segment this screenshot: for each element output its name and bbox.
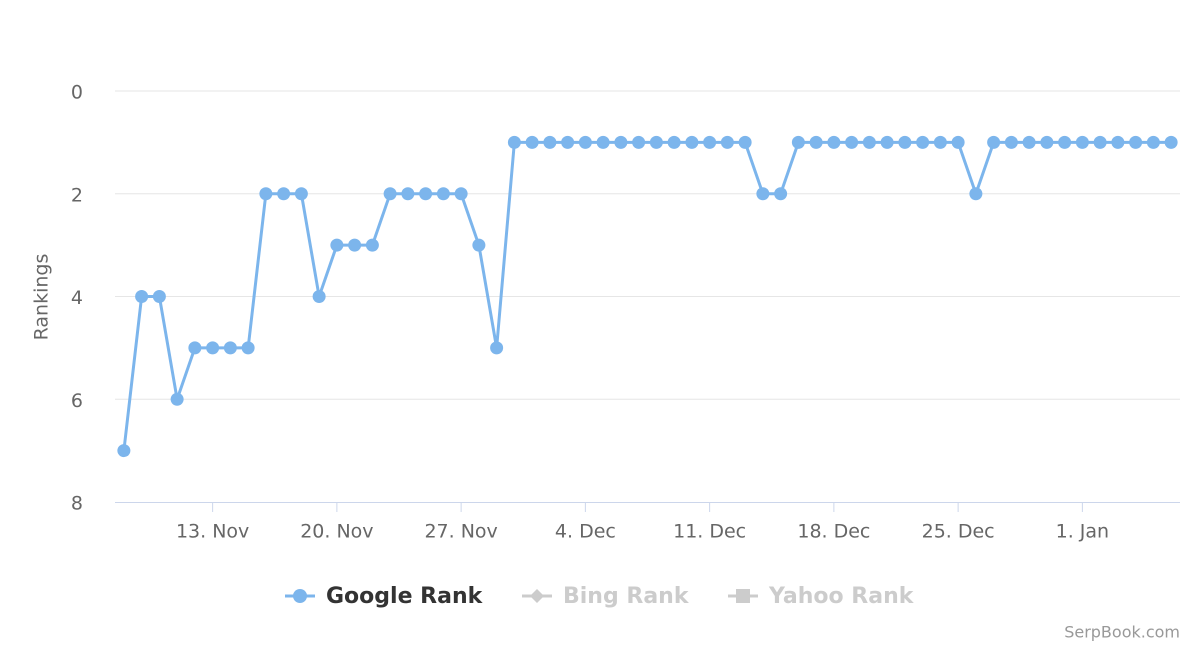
data-point [294, 187, 308, 201]
data-point [1075, 135, 1089, 149]
y-axis-title: Rankings [31, 254, 53, 341]
data-point [383, 187, 397, 201]
data-point [614, 135, 628, 149]
data-point [472, 238, 486, 252]
data-point [330, 238, 344, 252]
data-point [1093, 135, 1107, 149]
x-tick-label: 25. Dec [922, 521, 995, 543]
x-tick-label: 18. Dec [797, 521, 870, 543]
data-point [809, 135, 823, 149]
data-point [862, 135, 876, 149]
data-point [152, 290, 166, 303]
data-point [312, 290, 326, 303]
data-point [667, 135, 681, 149]
x-tick-label: 11. Dec [673, 521, 746, 543]
x-tick-label: 20. Nov [300, 521, 373, 543]
x-tick-label: 4. Dec [555, 521, 616, 543]
data-point [969, 187, 983, 201]
data-point [401, 187, 415, 201]
data-point [1164, 135, 1178, 149]
data-point [525, 135, 539, 149]
data-point [365, 238, 379, 252]
y-tick-label: 0 [71, 82, 83, 104]
x-tick-label: 1. Jan [1056, 521, 1109, 543]
data-point [596, 135, 610, 149]
data-point [774, 187, 788, 201]
data-point [1022, 135, 1036, 149]
y-tick-label: 4 [71, 287, 83, 309]
x-tick-label: 27. Nov [424, 521, 497, 543]
legend-symbol [530, 589, 544, 603]
data-point [490, 341, 504, 355]
legend-label: Google Rank [326, 584, 484, 609]
data-point [845, 135, 859, 149]
data-point [1129, 135, 1143, 149]
data-point [436, 187, 450, 201]
data-point [632, 135, 646, 149]
data-point [703, 135, 717, 149]
data-point [543, 135, 557, 149]
data-point [1040, 135, 1054, 149]
data-point [206, 341, 220, 355]
data-point [454, 187, 468, 201]
data-point [561, 135, 575, 149]
data-point [578, 135, 592, 149]
data-point [277, 187, 291, 201]
data-point [720, 135, 734, 149]
data-point [419, 187, 433, 201]
data-point [1004, 135, 1018, 149]
x-tick-label: 13. Nov [176, 521, 249, 543]
legend-label: Yahoo Rank [768, 584, 915, 609]
y-tick-label: 2 [71, 184, 83, 206]
data-point [933, 135, 947, 149]
data-point [223, 341, 237, 355]
legend-item[interactable]: Bing Rank [522, 584, 690, 609]
data-point [987, 135, 1001, 149]
data-point [898, 135, 912, 149]
data-point [880, 135, 894, 149]
credits: SerpBook.com [1064, 623, 1180, 642]
data-point [1111, 135, 1125, 149]
data-point [916, 135, 930, 149]
data-point [507, 135, 521, 149]
data-point [738, 135, 752, 149]
data-point [348, 238, 362, 252]
legend-item[interactable]: Google Rank [285, 584, 484, 609]
y-tick-label: 8 [71, 493, 83, 515]
legend-label: Bing Rank [563, 584, 690, 609]
data-point [117, 444, 131, 458]
data-point [1146, 135, 1160, 149]
data-point [791, 135, 805, 149]
data-point [188, 341, 202, 355]
data-point [756, 187, 770, 201]
legend-symbol [293, 589, 307, 603]
data-point [259, 187, 273, 201]
data-point [649, 135, 663, 149]
data-point [170, 392, 184, 406]
data-point [1058, 135, 1072, 149]
legend-item[interactable]: Yahoo Rank [728, 584, 915, 609]
data-point [951, 135, 965, 149]
data-point [827, 135, 841, 149]
y-tick-label: 6 [71, 390, 83, 412]
data-point [241, 341, 255, 355]
data-point [685, 135, 699, 149]
data-point [135, 290, 149, 303]
legend-symbol [736, 589, 750, 603]
